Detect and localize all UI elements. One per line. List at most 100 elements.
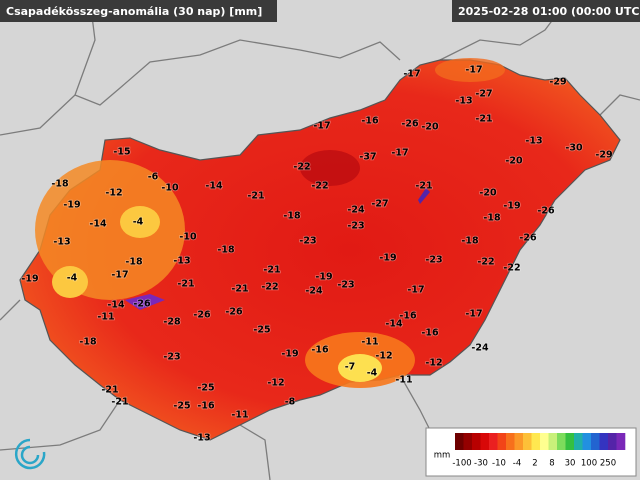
station-value: -29	[595, 150, 612, 161]
station-value: -12	[425, 358, 442, 369]
legend-label: 30	[565, 459, 576, 469]
station-value: -18	[483, 213, 501, 224]
colorbar-segment	[480, 433, 490, 450]
station-value: -11	[361, 337, 378, 348]
colorbar-segment	[455, 433, 464, 450]
station-value: -12	[105, 188, 122, 199]
station-value: -23	[337, 280, 354, 291]
colorbar-segment	[506, 433, 515, 450]
station-value: -20	[479, 188, 497, 199]
station-value: -6	[148, 172, 159, 183]
colorbar-segment	[514, 433, 524, 450]
station-value: -21	[247, 191, 264, 202]
colorbar-segment	[548, 433, 558, 450]
station-value: -21	[415, 181, 432, 192]
station-value: -8	[285, 397, 296, 408]
station-value: -16	[197, 401, 215, 412]
colorbar-segment	[531, 433, 541, 450]
station-value: -17	[403, 69, 420, 80]
station-value: -7	[345, 362, 356, 373]
station-value: -14	[89, 219, 107, 230]
timestamp-box	[452, 0, 640, 22]
station-value: -22	[261, 282, 278, 293]
colorbar-segment	[616, 433, 626, 450]
legend-unit: mm	[434, 451, 451, 461]
station-value: -26	[519, 233, 537, 244]
station-value: -12	[375, 351, 392, 362]
station-value: -24	[471, 343, 489, 354]
legend-label: 8	[549, 459, 554, 469]
station-value: -23	[299, 236, 316, 247]
station-value: -17	[111, 270, 128, 281]
station-value: -13	[455, 96, 472, 107]
station-value: -18	[79, 337, 97, 348]
station-value: -13	[193, 433, 210, 444]
colorbar-segment	[591, 433, 600, 450]
legend-label: 2	[532, 459, 537, 469]
station-value: -18	[125, 257, 143, 268]
station-value: -22	[311, 181, 328, 192]
station-value: -23	[163, 352, 180, 363]
station-value: -19	[21, 274, 38, 285]
colorbar-segment	[582, 433, 592, 450]
station-value: -17	[313, 121, 330, 132]
station-value: -28	[163, 317, 181, 328]
station-value: -17	[407, 285, 424, 296]
station-value: -23	[425, 255, 442, 266]
colorbar-segment	[565, 433, 575, 450]
station-value: -11	[97, 312, 114, 323]
colorbar-segment	[599, 433, 609, 450]
colorbar-segment	[557, 433, 566, 450]
legend-label: -10	[492, 459, 506, 469]
timestamp: 2025-02-28 01:00 (00:00 UTC)	[458, 5, 640, 18]
station-value: -14	[205, 181, 223, 192]
station-value: -19	[379, 253, 396, 264]
station-value: -11	[231, 410, 248, 421]
station-value: -27	[475, 89, 492, 100]
station-value: -22	[293, 162, 310, 173]
station-value: -26	[133, 299, 151, 310]
station-value: -24	[347, 205, 365, 216]
station-value: -26	[225, 307, 243, 318]
lake-balaton	[125, 294, 165, 310]
station-value: -16	[361, 116, 379, 127]
station-value: -4	[133, 217, 144, 228]
colorbar-segment	[608, 433, 617, 450]
station-value: -13	[525, 136, 542, 147]
station-value: -23	[347, 221, 364, 232]
station-value: -14	[107, 300, 125, 311]
colorbar-segment	[497, 433, 507, 450]
station-value: -21	[101, 385, 118, 396]
station-value: -25	[197, 383, 214, 394]
station-value: -21	[111, 397, 128, 408]
station-value: -22	[477, 257, 494, 268]
station-value: -18	[51, 179, 69, 190]
station-value: -21	[231, 284, 248, 295]
legend-label: 100	[581, 459, 597, 469]
station-value: -16	[399, 311, 417, 322]
colorbar-segment	[489, 433, 498, 450]
station-value: -17	[465, 65, 482, 76]
hungary	[19, 59, 621, 441]
legend-label: 250	[600, 459, 616, 469]
anomaly-shading	[35, 58, 505, 388]
colorbar-segment	[472, 433, 481, 450]
station-value: -26	[193, 310, 211, 321]
colorbar-segment	[574, 433, 583, 450]
station-value: -17	[391, 148, 408, 159]
station-value: -37	[359, 152, 376, 163]
colorbar-segment	[540, 433, 549, 450]
station-value: -21	[263, 265, 280, 276]
station-value: -14	[385, 319, 403, 330]
station-value: -13	[173, 256, 190, 267]
station-value: -17	[465, 309, 482, 320]
station-value: -25	[253, 325, 270, 336]
station-value: -27	[371, 199, 388, 210]
station-value: -22	[503, 263, 520, 274]
station-value: -4	[367, 368, 378, 379]
station-value: -26	[401, 119, 419, 130]
station-value: -26	[537, 206, 555, 217]
station-value: -24	[305, 286, 323, 297]
station-value: -21	[475, 114, 492, 125]
